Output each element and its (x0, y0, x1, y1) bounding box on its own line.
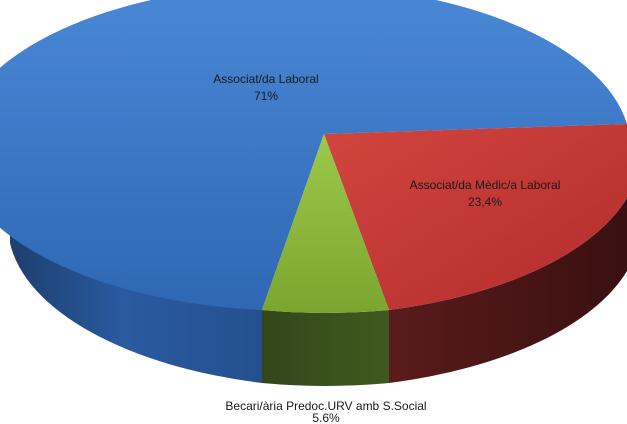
pie-slice-becari-predoc (262, 134, 389, 313)
label-becari-predoc: Becari/ària Predoc.URV amb S.Social (225, 399, 426, 413)
value-associat-medic-laboral: 23,4% (468, 195, 502, 209)
pie-side-green (262, 310, 389, 386)
pie-side-red (389, 198, 627, 383)
pie-slice-associat-medic-laboral (324, 124, 627, 310)
label-associat-medic-laboral: Associat/da Mèdic/a Laboral (410, 178, 561, 192)
pie-slice-associat-laboral (0, 0, 627, 310)
label-associat-laboral: Associat/da Laboral (213, 72, 318, 86)
value-associat-laboral: 71% (254, 89, 278, 103)
value-becari-predoc: 5.6% (312, 411, 340, 424)
pie-side-blue (10, 170, 262, 383)
